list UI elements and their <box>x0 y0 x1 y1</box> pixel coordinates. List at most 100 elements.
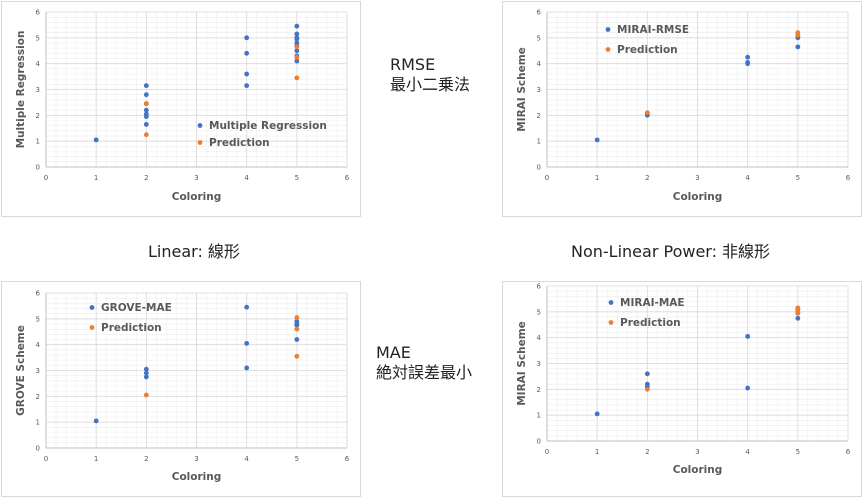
y-tick-label: 3 <box>537 360 541 368</box>
chart-svg: 0 1 2 3 4 5 6 0 1 2 3 4 5 6 Coloring MIRAI Scheme MIRAI-… <box>516 283 851 477</box>
x-tick-label: 5 <box>295 455 299 463</box>
data-point <box>244 304 250 310</box>
data-point <box>644 371 650 377</box>
data-point <box>143 92 149 98</box>
legend-label: Prediction <box>101 322 162 334</box>
legend-label: MIRAI-RMSE <box>617 24 689 36</box>
y-axis-title: Multiple Regression <box>15 31 27 149</box>
y-tick-label: 5 <box>36 34 40 42</box>
legend-marker <box>89 305 95 310</box>
data-point <box>294 36 300 42</box>
data-point <box>294 54 300 60</box>
data-point <box>244 340 250 346</box>
y-tick-label: 6 <box>36 9 41 17</box>
data-point <box>93 418 99 424</box>
y-tick-label: 0 <box>537 164 541 172</box>
chart-grove-mae: 0 1 2 3 4 5 6 0 1 2 3 4 5 6 Coloring GROVE Scheme GROVE-… <box>1 281 361 497</box>
linear-caption: Linear: 線形 <box>148 242 240 261</box>
x-tick-label: 2 <box>645 174 649 182</box>
data-point <box>294 322 300 328</box>
y-axis-title: MIRAI Scheme <box>516 321 528 406</box>
y-tick-label: 5 <box>537 34 541 42</box>
x-tick-label: 6 <box>345 174 350 182</box>
data-point <box>244 365 250 371</box>
data-point <box>244 35 250 41</box>
data-point <box>143 132 149 138</box>
mae-label: MAE <box>376 343 411 362</box>
y-tick-label: 6 <box>36 290 41 298</box>
data-point <box>294 326 300 332</box>
y-tick-label: 6 <box>537 9 542 17</box>
y-tick-label: 0 <box>36 445 40 453</box>
data-point <box>244 50 250 56</box>
y-tick-label: 4 <box>537 60 542 68</box>
y-tick-label: 1 <box>36 138 40 146</box>
data-point <box>594 411 600 417</box>
data-point <box>594 137 600 143</box>
y-tick-label: 2 <box>36 393 40 401</box>
x-tick-label: 4 <box>244 174 249 182</box>
data-point <box>745 54 751 60</box>
x-tick-label: 4 <box>244 455 249 463</box>
data-point <box>143 370 149 376</box>
data-point <box>795 315 801 321</box>
y-tick-label: 2 <box>537 386 541 394</box>
x-axis-title: Coloring <box>673 464 723 476</box>
x-tick-label: 5 <box>295 174 299 182</box>
x-tick-label: 3 <box>194 174 198 182</box>
x-tick-label: 6 <box>846 174 851 182</box>
legend-marker <box>608 320 614 325</box>
data-point <box>294 353 300 359</box>
data-point <box>294 75 300 81</box>
chart-svg: 0 1 2 3 4 5 6 0 1 2 3 4 5 6 Coloring Multiple Regressio… <box>15 9 350 204</box>
data-point <box>143 83 149 89</box>
y-tick-label: 3 <box>36 367 40 375</box>
legend-label: Multiple Regression <box>209 120 327 132</box>
data-point <box>795 44 801 50</box>
y-tick-label: 3 <box>36 86 40 94</box>
legend-label: GROVE-MAE <box>101 302 172 314</box>
y-tick-label: 0 <box>36 164 40 172</box>
y-tick-label: 1 <box>537 412 541 420</box>
data-point <box>143 121 149 127</box>
chart-svg: 0 1 2 3 4 5 6 0 1 2 3 4 5 6 Coloring MIRAI Scheme MIRAI-… <box>516 9 851 204</box>
x-tick-label: 0 <box>44 455 48 463</box>
rmse-note: RMSE 最小二乗法 <box>390 55 470 95</box>
legend-marker <box>89 325 95 330</box>
y-tick-label: 5 <box>537 308 541 316</box>
x-tick-label: 1 <box>595 448 599 456</box>
data-point <box>143 392 149 398</box>
x-tick-label: 6 <box>846 448 851 456</box>
data-point <box>294 315 300 320</box>
data-point <box>93 137 99 143</box>
y-tick-label: 3 <box>537 86 541 94</box>
data-point <box>244 71 250 77</box>
legend-label: MIRAI-MAE <box>620 297 685 309</box>
y-tick-label: 6 <box>537 283 542 291</box>
legend-marker <box>605 27 611 32</box>
data-point <box>795 310 801 316</box>
rmse-label: RMSE <box>390 55 436 74</box>
x-tick-label: 3 <box>194 455 198 463</box>
data-point <box>294 58 300 64</box>
x-tick-label: 2 <box>645 448 649 456</box>
y-axis-title: MIRAI Scheme <box>516 47 528 132</box>
mae-jp-label: 絶対誤差最小 <box>376 363 473 382</box>
x-tick-label: 1 <box>595 174 599 182</box>
y-tick-label: 2 <box>537 112 541 120</box>
data-point <box>745 333 751 339</box>
data-point <box>143 101 149 107</box>
x-tick-label: 4 <box>745 448 750 456</box>
data-point <box>244 83 250 89</box>
x-tick-label: 4 <box>745 174 750 182</box>
x-tick-label: 3 <box>695 174 699 182</box>
y-tick-label: 1 <box>36 419 40 427</box>
data-point <box>143 366 149 372</box>
x-axis-title: Coloring <box>172 471 222 483</box>
data-point <box>644 386 650 392</box>
y-tick-label: 4 <box>537 334 542 342</box>
data-point <box>294 337 300 342</box>
data-point <box>143 374 149 380</box>
legend-label: Prediction <box>620 317 681 329</box>
y-tick-label: 0 <box>537 438 541 446</box>
